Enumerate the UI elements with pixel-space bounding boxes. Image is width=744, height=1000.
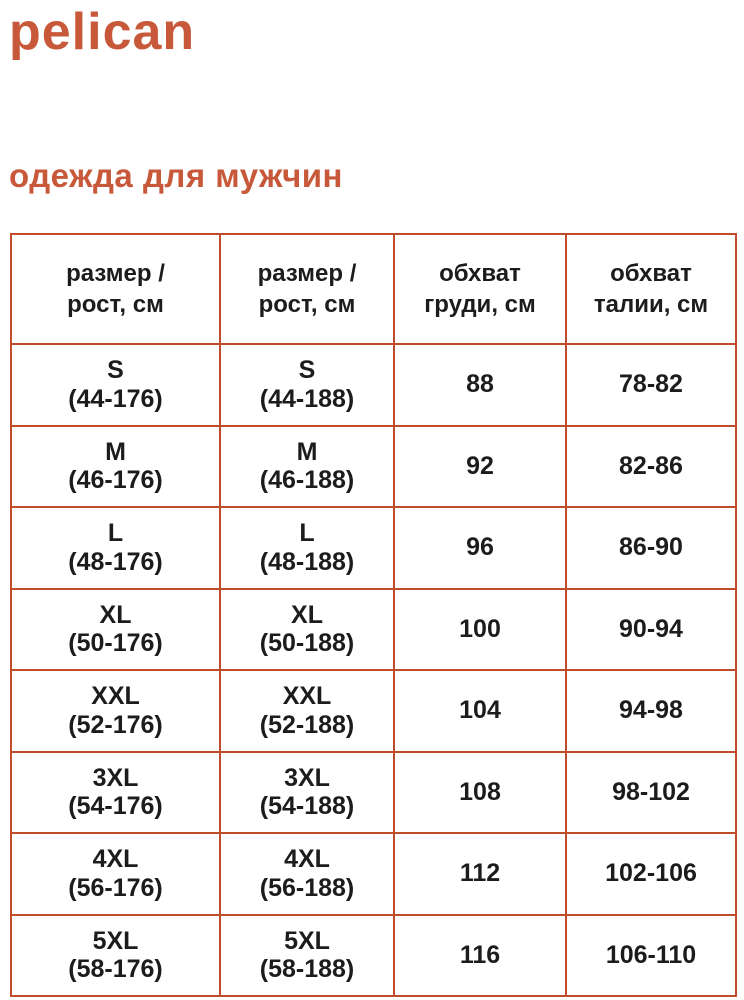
cell-chest: 108 xyxy=(393,750,567,834)
cell-chest: 92 xyxy=(393,424,567,508)
cell-waist: 98-102 xyxy=(565,750,737,834)
cell-size-2: 4XL (56-188) xyxy=(219,832,395,916)
table-row: 5XL (58-176) 5XL (58-188) 116 106-110 xyxy=(10,913,737,997)
cell-size-1: 5XL (58-176) xyxy=(10,913,221,997)
cell-waist: 94-98 xyxy=(565,669,737,753)
cell-chest: 116 xyxy=(393,913,567,997)
cell-waist: 90-94 xyxy=(565,587,737,671)
cell-size-1: 3XL (54-176) xyxy=(10,750,221,834)
table-row: XL (50-176) XL (50-188) 100 90-94 xyxy=(10,587,737,671)
header-size-height-1: размер / рост, см xyxy=(10,233,221,345)
header-waist: обхват талии, см xyxy=(565,233,737,345)
cell-chest: 100 xyxy=(393,587,567,671)
brand-logo: pelican xyxy=(9,3,196,61)
table-row: 4XL (56-176) 4XL (56-188) 112 102-106 xyxy=(10,832,737,916)
cell-size-2: M (46-188) xyxy=(219,424,395,508)
table-row: 3XL (54-176) 3XL (54-188) 108 98-102 xyxy=(10,750,737,834)
cell-size-2: XL (50-188) xyxy=(219,587,395,671)
cell-size-1: 4XL (56-176) xyxy=(10,832,221,916)
table-row: XXL (52-176) XXL (52-188) 104 94-98 xyxy=(10,669,737,753)
cell-size-2: L (48-188) xyxy=(219,506,395,590)
cell-size-2: 3XL (54-188) xyxy=(219,750,395,834)
table-row: L (48-176) L (48-188) 96 86-90 xyxy=(10,506,737,590)
header-chest: обхват груди, см xyxy=(393,233,567,345)
cell-waist: 102-106 xyxy=(565,832,737,916)
cell-chest: 96 xyxy=(393,506,567,590)
table-row: M (46-176) M (46-188) 92 82-86 xyxy=(10,424,737,508)
header-size-height-2: размер / рост, см xyxy=(219,233,395,345)
cell-size-2: S (44-188) xyxy=(219,343,395,427)
cell-chest: 88 xyxy=(393,343,567,427)
cell-waist: 86-90 xyxy=(565,506,737,590)
cell-waist: 106-110 xyxy=(565,913,737,997)
cell-chest: 112 xyxy=(393,832,567,916)
cell-size-2: 5XL (58-188) xyxy=(219,913,395,997)
cell-waist: 82-86 xyxy=(565,424,737,508)
cell-size-1: L (48-176) xyxy=(10,506,221,590)
table-header-row: размер / рост, см размер / рост, см обхв… xyxy=(10,233,737,345)
cell-size-1: S (44-176) xyxy=(10,343,221,427)
cell-waist: 78-82 xyxy=(565,343,737,427)
page-title: одежда для мужчин xyxy=(9,157,343,194)
cell-chest: 104 xyxy=(393,669,567,753)
table-row: S (44-176) S (44-188) 88 78-82 xyxy=(10,343,737,427)
cell-size-1: XL (50-176) xyxy=(10,587,221,671)
cell-size-1: M (46-176) xyxy=(10,424,221,508)
cell-size-1: XXL (52-176) xyxy=(10,669,221,753)
cell-size-2: XXL (52-188) xyxy=(219,669,395,753)
size-table: размер / рост, см размер / рост, см обхв… xyxy=(10,233,737,997)
